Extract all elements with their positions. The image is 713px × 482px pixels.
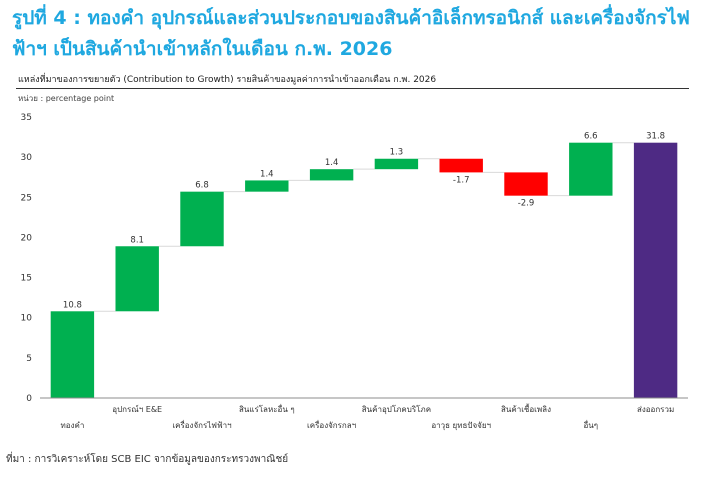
category-label: ทองคำ xyxy=(60,421,84,430)
waterfall-bar xyxy=(633,142,678,398)
waterfall-bar xyxy=(374,158,419,170)
data-label: -1.7 xyxy=(453,175,470,185)
data-label: 1.3 xyxy=(390,148,404,158)
unit-label: หน่วย : percentage point xyxy=(18,94,115,103)
chart-title: แหล่งที่มาของการขยายตัว (Contribution to… xyxy=(18,75,437,85)
data-label: 1.4 xyxy=(325,158,339,168)
category-label: ส่งออกรวม xyxy=(637,405,674,414)
y-axis: 0 5 10 15 20 25 30 35 xyxy=(21,113,33,404)
category-label: เครื่องจักรไฟฟ้าฯ xyxy=(172,419,231,430)
category-label: เครื่องจักรกลฯ xyxy=(307,419,356,430)
data-label: -2.9 xyxy=(518,199,535,209)
waterfall-bar xyxy=(439,158,483,173)
data-label: 10.8 xyxy=(63,300,82,310)
category-label: อื่นๆ xyxy=(583,419,598,430)
category-label: อาวุธ ยุทธปัจจัยฯ xyxy=(431,421,491,430)
waterfall-bar xyxy=(245,180,289,192)
bars xyxy=(50,142,678,398)
data-label: 6.6 xyxy=(584,132,598,142)
waterfall-bar xyxy=(115,246,159,312)
title-divider xyxy=(16,88,689,89)
category-label: สินค้าเชื้อเพลิง xyxy=(501,403,551,414)
category-label: สินค้าอุปโภคบริโภค xyxy=(362,404,431,414)
data-label: 8.1 xyxy=(130,235,144,245)
waterfall-bar xyxy=(569,142,613,196)
category-label: สินแร่โลหะอื่น ๆ xyxy=(239,403,295,414)
y-tick-label: 15 xyxy=(21,274,32,284)
waterfall-bar xyxy=(50,311,95,398)
data-label: 31.8 xyxy=(646,132,665,142)
figure-title: รูปที่ 4 : ทองคำ อุปกรณ์และส่วนประกอบของ… xyxy=(12,7,690,60)
y-tick-label: 35 xyxy=(21,113,32,123)
y-tick-label: 10 xyxy=(21,314,33,324)
category-label: อุปกรณ์ฯ E&E xyxy=(112,404,162,414)
data-labels: 10.8 8.1 6.8 1.4 1.4 1.3 -1.7 -2.9 6.6 31.8 xyxy=(63,132,665,311)
source-note: ที่มา : การวิเคราะห์โดย SCB EIC จากข้อมู… xyxy=(6,454,289,465)
y-tick-label: 30 xyxy=(21,153,33,163)
x-axis: ทองคำ อุปกรณ์ฯ E&E เครื่องจักรไฟฟ้าฯ สินแร่… xyxy=(40,397,688,430)
y-tick-label: 20 xyxy=(21,233,33,243)
y-tick-label: 25 xyxy=(21,193,32,203)
waterfall-bar xyxy=(180,191,224,247)
y-tick-label: 5 xyxy=(26,354,32,364)
y-tick-label: 0 xyxy=(26,394,32,404)
data-label: 6.8 xyxy=(195,181,209,191)
waterfall-bar xyxy=(309,169,354,181)
waterfall-bar xyxy=(504,172,548,196)
data-label: 1.4 xyxy=(260,169,274,179)
connector-lines xyxy=(94,142,634,312)
